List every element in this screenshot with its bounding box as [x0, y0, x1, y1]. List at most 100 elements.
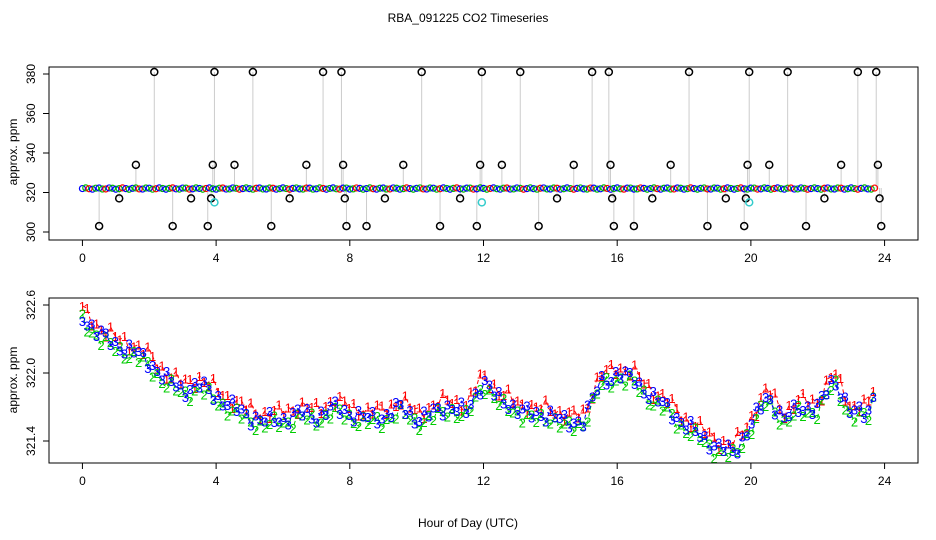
series-1-point: 1: [603, 362, 610, 377]
series-2-point: 2: [79, 307, 86, 322]
baseline-point: [219, 184, 227, 192]
series-3-point: 3: [93, 329, 100, 344]
baseline-point: [526, 184, 534, 192]
baseline-point: [593, 185, 601, 193]
series-3-point: 3: [687, 413, 694, 428]
series-3-point: 3: [832, 378, 839, 393]
baseline-point: [202, 184, 210, 193]
series-2-point: 2: [388, 411, 395, 426]
series-2-point: 2: [739, 441, 746, 456]
series-1-point: 1: [224, 388, 231, 403]
series-2-point: 2: [355, 419, 362, 434]
series-3-point: 3: [767, 392, 774, 407]
series-3-point: 3: [846, 406, 853, 421]
series-1-point: 1: [734, 424, 741, 439]
series-1-point: 1: [827, 370, 834, 385]
series-3-point: 3: [374, 417, 381, 432]
baseline-point: [513, 184, 521, 192]
series-2-point: 2: [289, 421, 296, 436]
series-1-point: 1: [739, 428, 746, 443]
x-axis-label: Hour of Day (UTC): [418, 516, 518, 530]
series-1-point: 1: [247, 396, 254, 411]
series-1-point: 1: [308, 400, 315, 415]
series-1-point: 1: [88, 319, 95, 334]
top-y-axis-label: approx. ppm: [6, 119, 20, 186]
baseline-point: [326, 184, 334, 193]
baseline-point: [152, 185, 160, 193]
series-2-point: 2: [257, 414, 264, 429]
series-1-point: 1: [425, 400, 432, 415]
series-3-point: 3: [785, 409, 792, 424]
series-3-point: 3: [495, 384, 502, 399]
cyan-point: [210, 198, 219, 207]
series-3-point: 3: [710, 439, 717, 454]
baseline-point: [576, 184, 585, 192]
baseline-point: [790, 185, 798, 193]
top-x-tick-label: 8: [346, 251, 353, 265]
series-1-point: 1: [486, 381, 493, 396]
spike-point: [765, 160, 774, 170]
baseline-point: [707, 185, 715, 193]
series-1-point: 1: [186, 372, 193, 387]
series-1-point: 1: [505, 382, 512, 397]
series-2-point: 2: [477, 382, 484, 397]
series-3-point: 3: [537, 409, 544, 424]
series-3-point: 3: [467, 397, 474, 412]
series-2-point: 2: [593, 386, 600, 401]
series-3-point: 3: [856, 399, 863, 414]
series-3-point: 3: [701, 428, 708, 443]
series-3-point: 3: [491, 388, 498, 403]
series-3-point: 3: [163, 364, 170, 379]
series-2-point: 2: [406, 413, 413, 428]
baseline-point: [312, 185, 320, 193]
series-1-point: 1: [762, 380, 769, 395]
spike-point: [342, 221, 351, 231]
series-2-point: 2: [575, 416, 582, 431]
series-1-point: 1: [523, 407, 530, 422]
baseline-point: [703, 185, 712, 193]
baseline-point: [663, 184, 671, 192]
baseline-point: [760, 184, 768, 192]
baseline-point: [850, 184, 859, 193]
series-3-point: 3: [603, 377, 610, 392]
series-3-point: 3: [589, 390, 596, 405]
baseline-point: [784, 184, 792, 192]
series-1-point: 1: [500, 388, 507, 403]
baseline-point: [159, 184, 167, 193]
baseline-point: [573, 184, 581, 192]
baseline-point: [242, 184, 250, 192]
baseline-point: [292, 184, 300, 192]
bottom-x-tick-label: 12: [477, 474, 491, 488]
series-2-point: 2: [509, 406, 516, 421]
series-1-point: 1: [448, 396, 455, 411]
baseline-point: [125, 185, 133, 193]
baseline-point: [503, 184, 511, 192]
series-1-point: 1: [593, 370, 600, 385]
series-3-point: 3: [458, 395, 465, 410]
bottom-x-tick-label: 0: [79, 474, 86, 488]
baseline-point: [660, 184, 668, 192]
series-3-point: 3: [224, 398, 231, 413]
series-1-point: 1: [116, 333, 123, 348]
series-2-point: 2: [762, 399, 769, 414]
series-3-point: 3: [762, 390, 769, 405]
series-3-point: 3: [734, 447, 741, 462]
series-2-point: 2: [622, 378, 629, 393]
series-3-point: 3: [477, 387, 484, 402]
series-1-point: 1: [126, 343, 133, 358]
baseline-point: [476, 184, 484, 192]
baseline-point: [145, 184, 153, 192]
series-2-point: 2: [664, 399, 671, 414]
series-2-point: 2: [692, 421, 699, 436]
baseline-point: [265, 184, 274, 192]
baseline-point: [570, 185, 578, 193]
series-1-point: 1: [397, 397, 404, 412]
series-2-point: 2: [163, 381, 170, 396]
series-1-point: 1: [369, 407, 376, 422]
series-2-point: 2: [140, 350, 147, 365]
series-3-point: 3: [448, 402, 455, 417]
series-1-point: 1: [575, 410, 582, 425]
baseline-point: [205, 184, 214, 192]
series-2-point: 2: [238, 412, 245, 427]
baseline-point: [352, 184, 361, 192]
